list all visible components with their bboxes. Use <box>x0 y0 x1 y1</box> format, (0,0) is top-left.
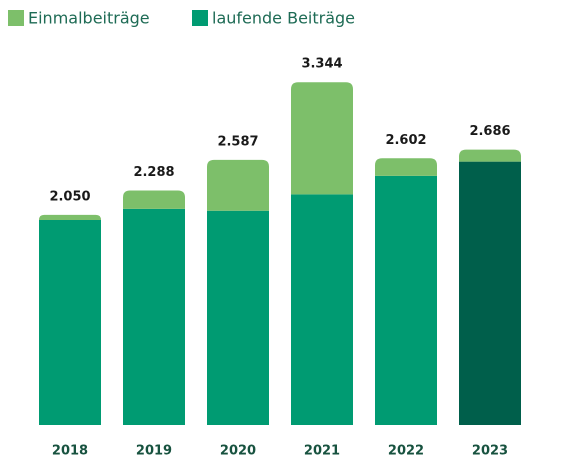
legend-label: Einmalbeiträge <box>28 9 150 28</box>
x-tick-label: 2023 <box>472 444 508 459</box>
total-label: 2.288 <box>133 165 174 180</box>
bar-segment <box>207 210 269 425</box>
bar-segment <box>375 158 437 176</box>
total-label: 2.686 <box>469 124 510 139</box>
x-tick-label: 2020 <box>220 444 256 459</box>
bar-segment <box>375 175 437 425</box>
x-tick-label: 2018 <box>52 444 88 459</box>
bar-segment <box>39 220 101 425</box>
x-tick-label: 2022 <box>388 444 424 459</box>
total-label: 3.344 <box>301 57 342 72</box>
x-tick-label: 2019 <box>136 444 172 459</box>
bar-segment <box>123 190 185 209</box>
bar-segment <box>459 161 521 425</box>
x-tick-label: 2021 <box>304 444 340 459</box>
bar-segment <box>123 208 185 425</box>
legend-swatch <box>8 10 24 26</box>
legend-swatch <box>192 10 208 26</box>
total-label: 2.602 <box>385 133 426 148</box>
bar-segment <box>291 82 353 195</box>
bar-segment <box>291 194 353 425</box>
total-label: 2.050 <box>49 189 90 204</box>
bar-segment <box>459 149 521 162</box>
bar-segment <box>39 214 101 220</box>
bar-segment <box>207 159 269 211</box>
total-label: 2.587 <box>217 134 258 149</box>
legend-label: laufende Beiträge <box>212 9 355 28</box>
